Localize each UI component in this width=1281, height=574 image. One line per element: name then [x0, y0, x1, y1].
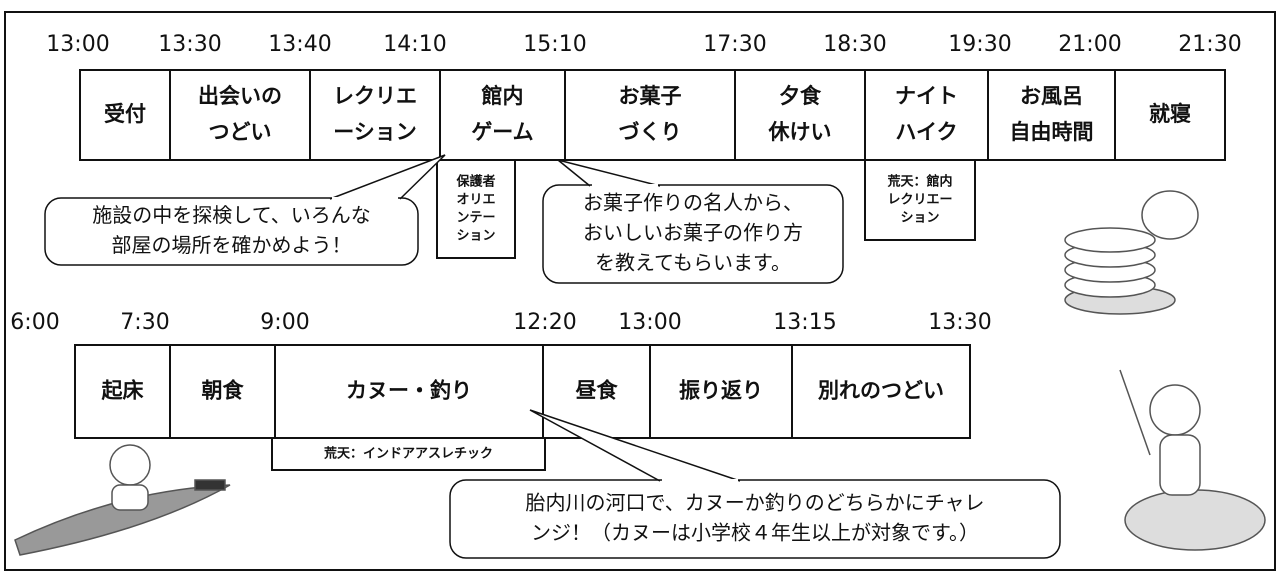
- time-label: 13:00: [618, 310, 681, 335]
- kayak-illustration: [14, 444, 231, 556]
- note-label: ンテー: [456, 211, 495, 226]
- activity-label: 出会いの: [198, 84, 282, 108]
- callout-text: お菓子作りの名人から、: [583, 191, 803, 215]
- callout-box: [44, 197, 419, 266]
- time-label: 14:10: [383, 32, 446, 57]
- frame: [4, 11, 1276, 571]
- note-label: ション: [900, 211, 939, 226]
- activity-label: 自由時間: [1010, 120, 1094, 144]
- callout-text: を教えてもらいます。: [595, 251, 791, 275]
- callout-box: [542, 184, 844, 284]
- activity-label: 就寝: [1149, 102, 1191, 126]
- callout-text: おいしいお菓子の作り方: [583, 221, 803, 245]
- time-label: 13:30: [158, 32, 221, 57]
- note-box: [436, 159, 516, 259]
- time-label: 7:30: [120, 310, 169, 335]
- activity-label: 夕食: [779, 84, 822, 108]
- callout-text: 部屋の場所を確かめよう！: [112, 233, 352, 257]
- time-label: 13:15: [773, 310, 836, 335]
- activity-label: 昼食: [576, 379, 619, 403]
- activity-cell: [1114, 69, 1226, 161]
- time-label: 13:00: [46, 32, 109, 57]
- activity-cell: [564, 69, 736, 161]
- time-label: 19:30: [948, 32, 1011, 57]
- time-label: 13:30: [928, 310, 991, 335]
- activity-cell: [734, 69, 866, 161]
- time-label: 15:10: [523, 32, 586, 57]
- activity-cell: [309, 69, 441, 161]
- pancake-cat-illustration: [1064, 190, 1199, 315]
- activity-label: お風呂: [1020, 84, 1083, 108]
- time-label: 17:30: [703, 32, 766, 57]
- callout-text: 施設の中を探検して、いろんな: [92, 203, 370, 227]
- activity-cell: [169, 69, 311, 161]
- activity-label: 館内: [482, 84, 524, 108]
- fishing-boy-illustration: [1119, 369, 1266, 551]
- callout-cover: [592, 184, 658, 188]
- activity-label: ーション: [333, 120, 417, 144]
- activity-label: レクリエ: [333, 84, 417, 108]
- note-label: 荒天：館内: [886, 174, 952, 190]
- activity-label: カヌー・釣り: [346, 379, 472, 403]
- activity-cell: [987, 69, 1116, 161]
- time-label: 12:20: [513, 310, 576, 335]
- time-label: 21:00: [1058, 32, 1121, 57]
- note-label: ション: [456, 229, 495, 244]
- activity-label: 休けい: [768, 120, 832, 144]
- callout-pointer: [557, 159, 661, 187]
- time-label: 6:00: [10, 310, 59, 335]
- activity-label: 朝食: [202, 379, 245, 403]
- activity-cell: [864, 69, 989, 161]
- note-label: レクリエー: [887, 193, 952, 208]
- note-label: 荒天：インドアアスレチック: [323, 446, 493, 462]
- callout-cover: [662, 479, 738, 483]
- callout-box: [449, 479, 1061, 559]
- activity-cell: [274, 344, 544, 439]
- time-label: 18:30: [823, 32, 886, 57]
- activity-label: ハイク: [895, 120, 957, 144]
- activity-label: ナイト: [895, 84, 958, 108]
- activity-cell: [169, 344, 276, 439]
- note-label: オリエ: [456, 193, 495, 208]
- callout-cover: [332, 197, 398, 201]
- note-box: [864, 159, 976, 241]
- activity-label: 受付: [104, 102, 146, 126]
- time-label: 21:30: [1178, 32, 1241, 57]
- callout-text: 胎内川の河口で、カヌーか釣りのどちらかにチャレ: [526, 491, 985, 515]
- time-label: 9:00: [260, 310, 309, 335]
- activity-label: ゲーム: [471, 120, 533, 144]
- activity-label: 起床: [101, 379, 144, 403]
- activity-label: つどい: [209, 120, 272, 144]
- callout-pointer: [529, 409, 741, 482]
- callout-pointer: [329, 154, 446, 200]
- activity-label: 別れのつどい: [818, 379, 944, 403]
- activity-cell: [79, 69, 171, 161]
- activity-label: づくり: [619, 120, 682, 144]
- time-label: 13:40: [268, 32, 331, 57]
- callout-text: ンジ！（カヌーは小学校４年生以上が対象です。）: [531, 521, 979, 545]
- activity-label: お菓子: [619, 84, 682, 108]
- activity-cell: [649, 344, 793, 439]
- activity-label: 振り返り: [679, 379, 763, 403]
- activity-cell: [74, 344, 171, 439]
- activity-cell: [791, 344, 971, 439]
- note-box: [271, 437, 546, 471]
- note-label: 保護者: [455, 174, 495, 190]
